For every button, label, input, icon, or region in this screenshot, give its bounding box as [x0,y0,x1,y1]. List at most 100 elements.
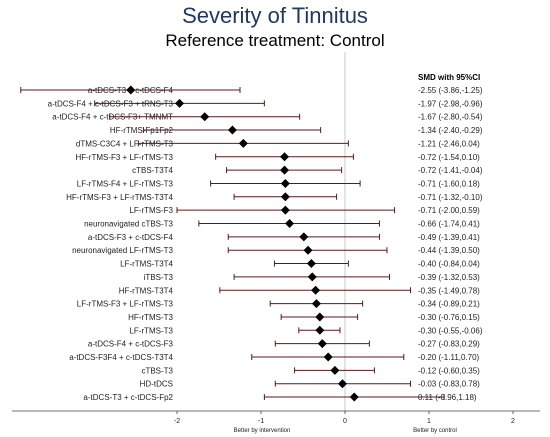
x-tick-label: -2 [174,418,180,425]
x-tick-label: 1 [427,418,431,425]
effect-marker [280,152,290,162]
effect-marker [227,125,237,135]
forest-row: neuronavigated LF-rTMS-T3 -0.44 (-1.39,0.… [72,245,480,255]
forest-row: a-tDCS-F4 + c-tDCS-F3+ TMNMT -1.67 (-2.80… [52,112,483,122]
effect-marker [200,112,210,122]
effect-marker [280,165,290,175]
forest-row: cTBS-T3T4 -0.72 (-1.41,-0.04) [132,165,483,175]
row-label: cTBS-T3T4 [132,166,173,175]
row-value: -2.55 (-3.86,-1.25) [418,86,483,95]
effect-marker [330,365,340,375]
row-value: -0.12 (-0.60,0.35) [418,366,480,375]
row-label: dTMS-C3C4 + LF-rTMS-T3 [76,139,174,148]
effect-marker [299,232,309,242]
row-value: -0.27 (-0.83,0.29) [418,340,480,349]
row-value: -0.72 (-1.41,-0.04) [418,166,483,175]
effect-marker [307,272,317,282]
forest-row: LF-rTMS-F4 + LF-rTMS-T3 -0.71 (-1.60,0.18… [77,178,480,188]
row-value: 0.11 (-0.96,1.18) [418,393,477,402]
forest-row: LF-rTMS-F3 + LF-rTMS-T3 -0.34 (-0.89,0.21… [77,299,480,309]
row-label: LF-rTMS-T3T4 [120,260,173,269]
row-label: HF-rTMS-F3 + LF-rTMS-T3T4 [66,193,173,202]
row-label: iTBS-T3 [144,273,174,282]
x-tick-label: 2 [511,418,515,425]
forest-row: HF-rTMS-T3 -0.30 (-0.76,0.15) [128,312,480,322]
effect-marker [337,379,347,389]
forest-row: dTMS-C3C4 + LF-rTMS-T3 -1.21 (-2.46,0.04) [76,138,480,148]
forest-row: cTBS-T3 -0.12 (-0.60,0.35) [141,365,480,375]
row-label: HF-rTMS-T3 [128,313,173,322]
row-label: HF-rTMS-T3T4 [119,286,174,295]
row-label: LF-rTMS-T3 [129,326,173,335]
row-value: -1.97 (-2.98,-0.96) [418,99,483,108]
effect-marker [315,325,325,335]
effect-marker [317,339,327,349]
row-label: LF-rTMS-F3 + LF-rTMS-T3 [77,300,174,309]
effect-marker [323,352,333,362]
row-label: HF-rTMS-F3 + LF-rTMS-T3 [75,153,173,162]
row-value: -0.44 (-1.39,0.50) [418,246,480,255]
annotation-better-by-control: Better by control [413,428,457,434]
x-tick-label: -1 [258,418,264,425]
row-label: a-tDCS-F3F4 + c-tDCS-T3T4 [69,353,173,362]
effect-marker [126,85,136,95]
row-label: LF-rTMS-F4 + LF-rTMS-T3 [77,179,174,188]
row-label: cTBS-T3 [141,366,173,375]
effect-marker [238,138,248,148]
annotation-better-by-intervention: Better by intervention [234,428,291,434]
row-value: -0.35 (-1.49,0.78) [418,286,480,295]
row-value: -0.71 (-1.32,-0.10) [418,193,483,202]
effect-marker [285,219,295,228]
row-value: -1.21 (-2.46,0.04) [418,139,480,148]
row-value: -1.34 (-2.40,-0.29) [418,126,483,135]
x-tick-label: 0 [343,418,347,425]
row-label: a-tDCS-T3 + c-tDCS-Fp2 [83,393,173,402]
row-label: HF-rTMS-Fp1Fp2 [110,126,174,135]
forest-row: LF-rTMS-F3 -0.71 (-2.00,0.59) [129,205,480,215]
forest-row: LF-rTMS-T3T4 -0.40 (-0.84,0.04) [120,259,480,269]
row-value: -0.30 (-0.76,0.15) [418,313,480,322]
row-value: -0.34 (-0.89,0.21) [418,300,480,309]
forest-row: a-tDCS-F4 + c-tDCS-F3 -0.27 (-0.83,0.29) [88,339,480,349]
forest-row: HF-rTMS-F3 + LF-rTMS-T3T4 -0.71 (-1.32,-0… [66,192,483,202]
effect-marker [311,285,321,295]
row-label: a-tDCS-F4 + c-tDCS-F3 [88,340,174,349]
chart-subtitle: Reference treatment: Control [165,31,385,50]
effect-marker [315,312,325,322]
row-value: -0.49 (-1.39,0.41) [418,233,480,242]
row-value: -0.40 (-0.84,0.04) [418,260,480,269]
forest-row: HF-rTMS-T3T4 -0.35 (-1.49,0.78) [119,285,480,295]
effect-marker [175,98,185,108]
effect-marker [280,192,290,202]
row-label: neuronavigated cTBS-T3 [84,220,173,229]
row-value: -0.03 (-0.83,0.78) [418,380,480,389]
row-value: -0.71 (-2.00,0.59) [418,206,480,215]
forest-row: a-tDCS-F4 + c-tDCS-F3 + tRNS-T3 -1.97 (-2… [48,98,483,108]
row-value: -0.66 (-1.74,0.41) [418,220,480,229]
chart-title: Severity of Tinnitus [182,3,368,28]
effect-marker [306,259,316,269]
effect-marker [303,245,313,255]
forest-row: a-tDCS-F3 + c-tDCS-F4 -0.49 (-1.39,0.41) [88,232,480,242]
forest-row: a-tDCS-T3 + c-tDCS-F4-2.55 (-3.86,-1.25) [20,85,483,95]
effect-marker [280,178,290,188]
forest-row: HF-rTMS-F3 + LF-rTMS-T3 -0.72 (-1.54,0.10… [75,152,480,162]
row-label: LF-rTMS-F3 [129,206,173,215]
row-value: -0.71 (-1.60,0.18) [418,179,480,188]
row-label: neuronavigated LF-rTMS-T3 [72,246,173,255]
effect-marker [349,392,359,402]
row-label: HD-tDCS [140,380,173,389]
forest-row: a-tDCS-T3 + c-tDCS-Fp2 0.11 (-0.96,1.18) [83,392,477,402]
effect-marker [311,299,321,309]
forest-row: iTBS-T3 -0.39 (-1.32,0.53) [144,272,480,282]
forest-row: neuronavigated cTBS-T3 -0.66 (-1.74,0.41) [84,219,480,229]
row-value: -0.20 (-1.11,0.70) [418,353,480,362]
forest-row: a-tDCS-F3F4 + c-tDCS-T3T4 -0.20 (-1.11,0.… [69,352,480,362]
row-label: a-tDCS-F3 + c-tDCS-F4 [88,233,174,242]
row-value: -1.67 (-2.80,-0.54) [418,113,483,122]
forest-row: HD-tDCS -0.03 (-0.83,0.78) [140,379,480,389]
forest-row: HF-rTMS-Fp1Fp2 -1.34 (-2.40,-0.29) [110,125,483,135]
value-column-header: SMD with 95%CI [418,73,480,82]
row-value: -0.39 (-1.32,0.53) [418,273,480,282]
